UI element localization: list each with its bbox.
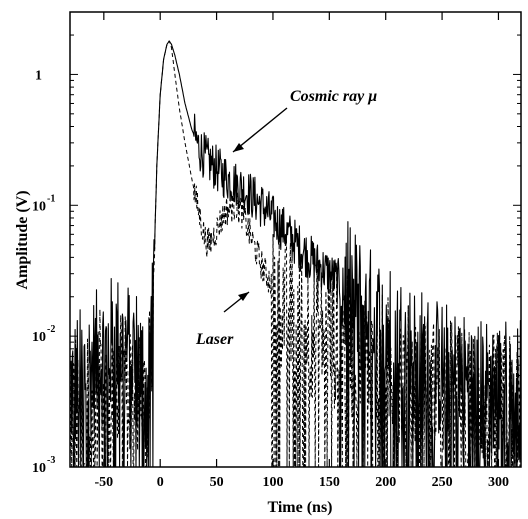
x-tick-label: 200 <box>375 475 396 490</box>
y-tick-label: 10 <box>32 461 46 476</box>
annotation-cosmic: Cosmic ray μ <box>232 88 377 153</box>
y-tick-label: 10 <box>32 199 46 214</box>
annotation-cosmic-label: Cosmic ray μ <box>290 88 377 105</box>
x-tick-label: 100 <box>262 475 283 490</box>
x-tick-label: -50 <box>94 475 113 490</box>
y-tick-exponent: -1 <box>47 193 55 204</box>
annotation-laser: Laser <box>195 291 250 348</box>
x-tick-label: 50 <box>210 475 224 490</box>
y-tick-label: 1 <box>35 68 42 83</box>
x-tick-label: 150 <box>319 475 340 490</box>
series-layer <box>69 40 522 468</box>
x-tick-label: 0 <box>157 475 164 490</box>
x-axis-title: Time (ns) <box>267 499 332 516</box>
y-tick-exponent: -2 <box>47 324 55 335</box>
plot-frame <box>69 11 522 468</box>
x-tick-label: 250 <box>432 475 453 490</box>
y-axis-title: Amplitude (V) <box>14 190 31 289</box>
annotation-cosmic-arrow <box>232 107 288 153</box>
y-tick-label: 10 <box>32 330 46 345</box>
annotation-cosmic-arrowhead <box>233 143 244 152</box>
annotation-laser-label: Laser <box>195 331 234 348</box>
y-tick-exponent: -3 <box>47 455 55 466</box>
annotation-laser-arrowhead <box>238 292 249 301</box>
x-tick-label: 300 <box>488 475 509 490</box>
